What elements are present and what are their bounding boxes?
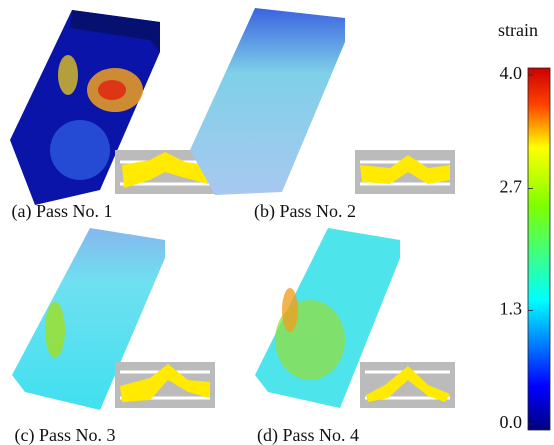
caption: (d) Pass No. 4 xyxy=(257,425,359,445)
tick-label: 4.0 xyxy=(500,63,523,83)
panel-a: (a) Pass No. 1 xyxy=(10,10,215,222)
inset xyxy=(115,362,215,408)
colorbar xyxy=(528,68,550,430)
panel-c: (c) Pass No. 3 xyxy=(12,228,215,445)
tick-label: 2.7 xyxy=(500,177,523,197)
hotspot xyxy=(282,288,298,332)
colorbar-label: strain xyxy=(498,20,538,40)
caption: (c) Pass No. 3 xyxy=(15,425,116,445)
figure: (a) Pass No. 1 (b) Pass No. 2 (c) Pass N… xyxy=(0,0,554,445)
caption: (b) Pass No. 2 xyxy=(254,201,356,222)
panel-b: (b) Pass No. 2 xyxy=(190,8,455,222)
caption: (a) Pass No. 1 xyxy=(12,201,113,222)
slab xyxy=(190,8,345,195)
inset xyxy=(355,150,455,194)
tick-label: 0.0 xyxy=(500,412,523,432)
hotspot xyxy=(58,55,78,95)
panel-d: (d) Pass No. 4 xyxy=(255,228,455,445)
inset xyxy=(360,362,455,408)
tick-label: 1.3 xyxy=(500,299,523,319)
hotspot xyxy=(50,120,110,180)
hotspot xyxy=(98,80,126,100)
hotspot xyxy=(45,302,65,358)
